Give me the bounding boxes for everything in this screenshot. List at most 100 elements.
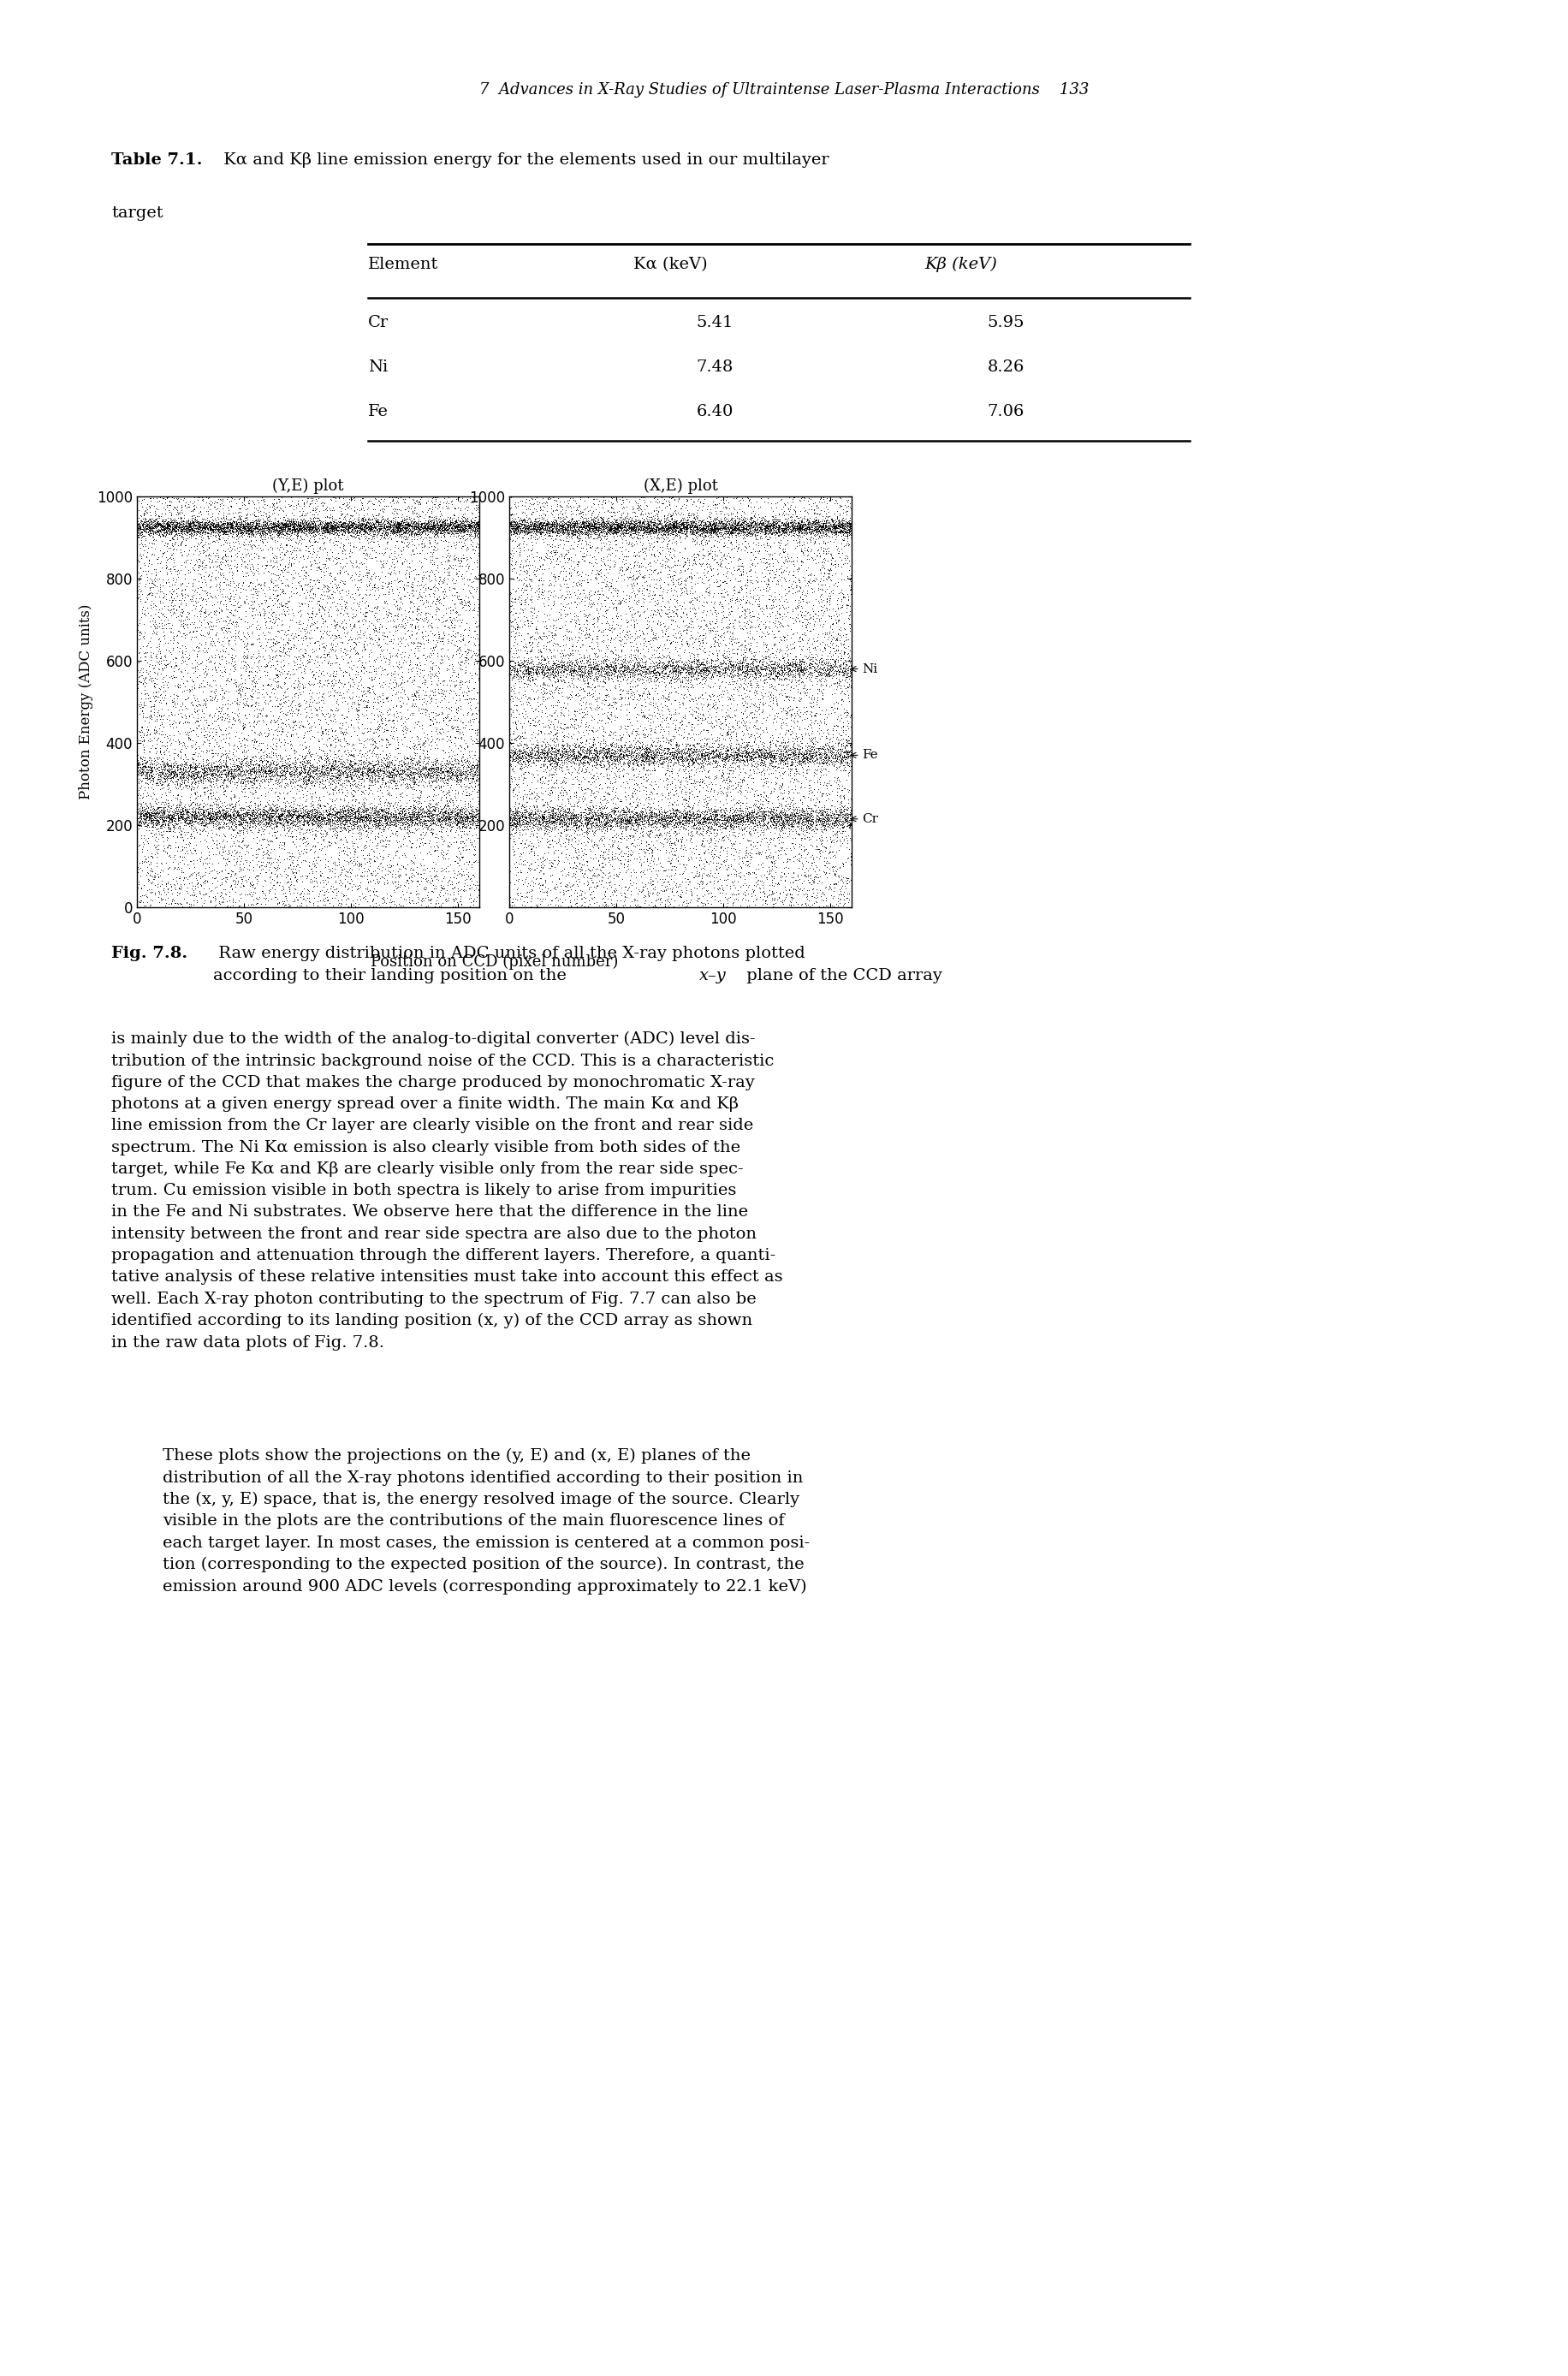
Point <box>726 732 751 770</box>
Point <box>789 501 814 539</box>
Point <box>238 753 263 791</box>
Point <box>663 506 688 544</box>
Point <box>334 763 359 801</box>
Point <box>257 513 282 551</box>
Point <box>163 530 188 568</box>
Point <box>456 710 481 748</box>
Point <box>547 653 572 691</box>
Point <box>295 506 320 544</box>
Point <box>271 746 296 784</box>
Point <box>538 511 563 549</box>
Point <box>528 801 554 839</box>
Point <box>657 756 682 794</box>
Point <box>682 796 707 834</box>
Point <box>601 504 626 542</box>
Point <box>579 879 604 917</box>
Point <box>285 504 310 542</box>
Point <box>579 668 604 706</box>
Point <box>583 646 608 684</box>
Point <box>618 506 643 544</box>
Point <box>456 748 481 786</box>
Point <box>368 565 394 604</box>
Point <box>572 855 597 893</box>
Point <box>815 734 840 772</box>
Point <box>188 756 213 794</box>
Point <box>389 535 414 573</box>
Point <box>797 744 822 782</box>
Point <box>155 539 180 577</box>
Point <box>790 739 815 777</box>
Point <box>737 794 762 832</box>
Point <box>241 525 267 563</box>
Point <box>561 504 586 542</box>
Point <box>654 499 679 537</box>
Point <box>216 508 241 546</box>
Point <box>677 513 702 551</box>
Point <box>325 511 350 549</box>
Point <box>367 506 392 544</box>
Point <box>506 535 532 573</box>
Point <box>732 506 757 544</box>
Point <box>726 501 751 539</box>
Point <box>301 805 326 843</box>
Point <box>679 794 704 832</box>
Point <box>180 789 205 827</box>
Point <box>685 870 710 908</box>
Point <box>439 794 464 832</box>
Point <box>343 508 368 546</box>
Point <box>707 798 732 836</box>
Point <box>317 663 342 701</box>
Point <box>343 751 368 789</box>
Point <box>760 651 786 689</box>
Point <box>271 518 296 556</box>
Point <box>359 494 384 532</box>
Point <box>209 511 234 549</box>
Point <box>179 513 204 551</box>
Point <box>158 751 183 789</box>
Point <box>162 516 187 554</box>
Point <box>811 827 836 865</box>
Point <box>452 506 477 544</box>
Point <box>224 763 249 801</box>
Point <box>152 786 177 824</box>
Point <box>574 511 599 549</box>
Point <box>141 613 166 651</box>
Point <box>464 763 489 801</box>
Point <box>198 504 223 542</box>
Point <box>579 646 604 684</box>
Point <box>332 501 358 539</box>
Point <box>660 656 685 694</box>
Point <box>541 827 566 865</box>
Point <box>640 737 665 775</box>
Point <box>756 672 781 710</box>
Point <box>519 480 544 518</box>
Point <box>828 813 853 851</box>
Point <box>386 561 411 599</box>
Point <box>649 798 674 836</box>
Point <box>365 758 390 796</box>
Point <box>364 801 389 839</box>
Point <box>179 516 204 554</box>
Point <box>547 494 572 532</box>
Point <box>428 511 453 549</box>
Point <box>190 751 215 789</box>
Point <box>176 680 201 718</box>
Point <box>651 506 676 544</box>
Point <box>599 508 624 546</box>
Point <box>240 808 265 846</box>
Point <box>448 506 474 544</box>
Point <box>552 513 577 551</box>
Point <box>670 649 695 687</box>
Point <box>456 732 481 770</box>
Point <box>599 504 624 542</box>
Point <box>414 870 439 908</box>
Point <box>789 508 814 546</box>
Point <box>510 810 535 848</box>
Point <box>433 803 458 841</box>
Point <box>660 646 685 684</box>
Point <box>638 796 663 834</box>
Point <box>378 753 403 791</box>
Point <box>268 632 293 670</box>
Point <box>651 732 676 770</box>
Point <box>735 734 760 772</box>
